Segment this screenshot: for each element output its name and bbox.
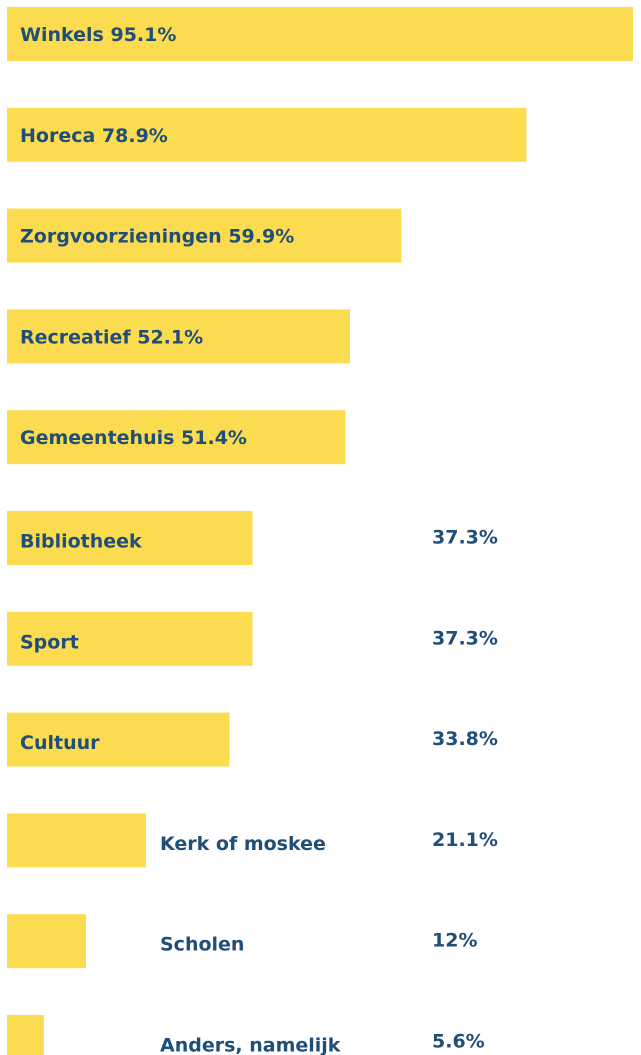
bar xyxy=(7,208,402,263)
bar-label: Zorgvoorzieningen 59.9% xyxy=(20,225,294,247)
value-label: 37.3% xyxy=(432,527,498,549)
bar xyxy=(7,7,633,61)
value-label: 95.1% xyxy=(110,24,176,46)
bar xyxy=(7,813,146,868)
bar-label: Horeca 78.9% xyxy=(20,124,168,146)
bar xyxy=(7,309,350,364)
bar-label: Winkels 95.1% xyxy=(20,24,176,46)
category-label: Horeca xyxy=(20,124,95,146)
bar xyxy=(7,1015,44,1055)
value-label: 51.4% xyxy=(181,427,247,449)
value-label: 37.3% xyxy=(432,627,498,649)
bar xyxy=(7,914,86,969)
category-label: Zorgvoorzieningen xyxy=(20,225,222,247)
category-label: Anders, namelijk xyxy=(160,1035,341,1055)
value-label: 78.9% xyxy=(102,124,168,146)
value-label: 52.1% xyxy=(137,326,203,348)
value-label: 12% xyxy=(432,930,477,952)
category-label: Cultuur xyxy=(20,732,100,754)
value-label: 33.8% xyxy=(432,728,498,750)
category-label: Sport xyxy=(20,631,79,653)
category-label: Scholen xyxy=(160,934,244,956)
bar-label: Recreatief 52.1% xyxy=(20,326,203,348)
category-label: Bibliotheek xyxy=(20,531,142,553)
value-label: 21.1% xyxy=(432,829,498,851)
bar-label: Gemeentehuis 51.4% xyxy=(20,427,247,449)
bar xyxy=(7,511,253,565)
category-label: Recreatief xyxy=(20,326,131,348)
bar xyxy=(7,410,346,465)
value-label: 59.9% xyxy=(228,225,294,247)
bar xyxy=(7,712,230,767)
bar xyxy=(7,611,253,666)
category-label: Kerk of moskee xyxy=(160,833,326,855)
category-label: Winkels xyxy=(20,24,104,46)
value-label: 5.6% xyxy=(432,1031,485,1053)
bar xyxy=(7,107,527,162)
category-label: Gemeentehuis xyxy=(20,427,174,449)
